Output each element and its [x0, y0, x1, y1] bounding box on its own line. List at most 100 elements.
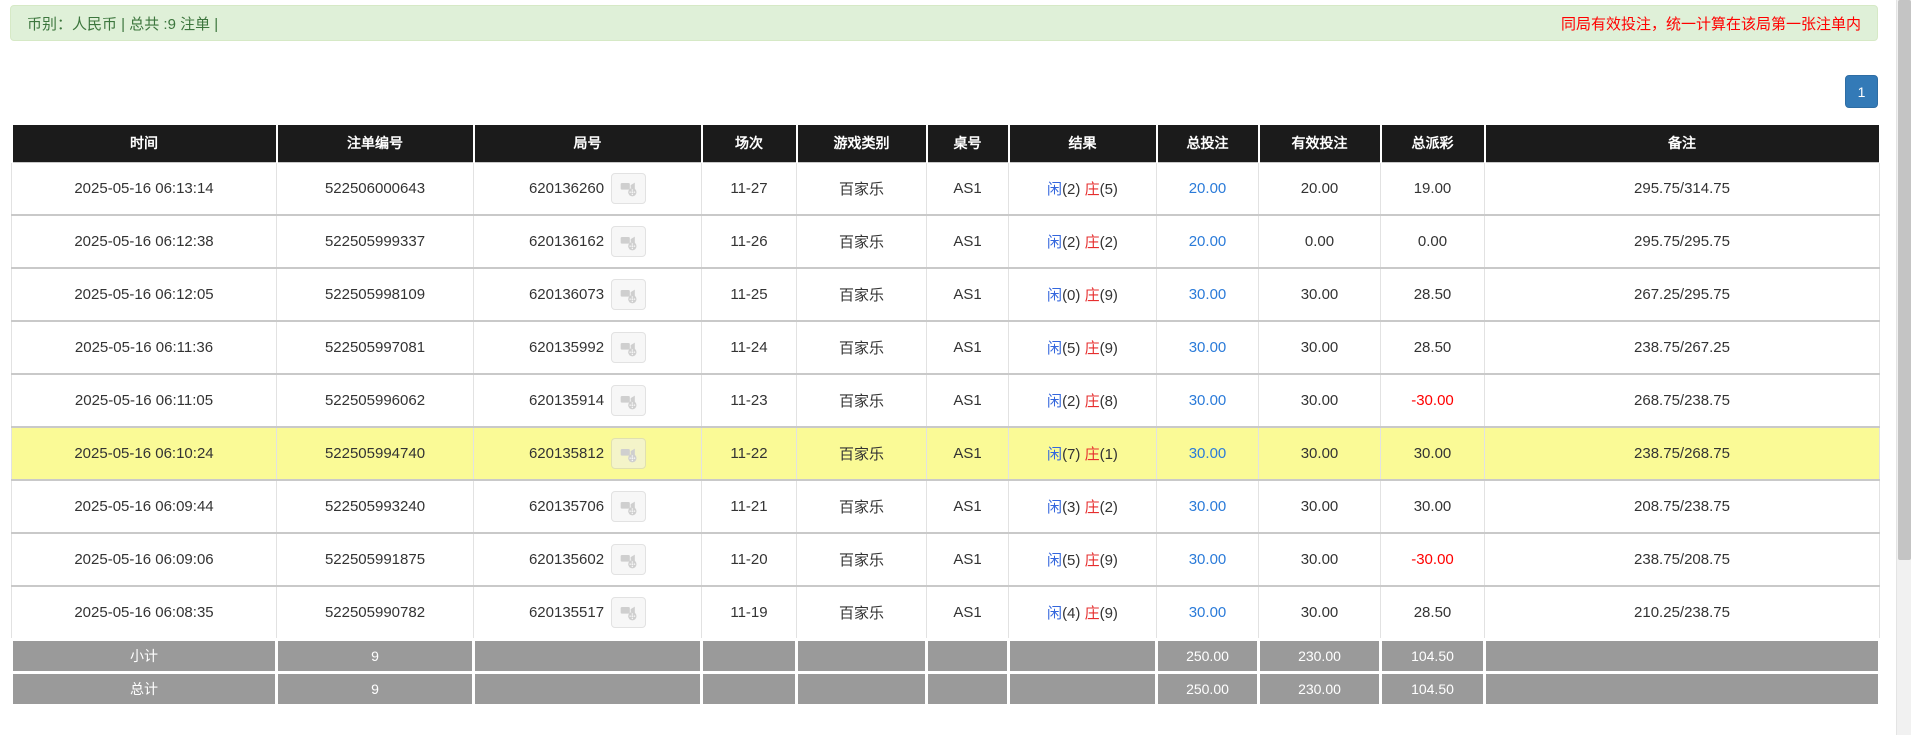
table-row: 2025-05-16 06:09:06 522505991875 6201356… — [11, 532, 1880, 587]
valid-bet-cell: 30.00 — [1258, 320, 1381, 375]
round-cell: 620135992 — [473, 320, 702, 375]
game-type-cell: 百家乐 — [796, 585, 927, 640]
result-banker-score: (8) — [1099, 393, 1118, 410]
table-no-cell: AS1 — [926, 214, 1009, 269]
valid-bet-cell: 30.00 — [1258, 267, 1381, 322]
total-bet-link[interactable]: 30.00 — [1188, 498, 1227, 515]
table-no-cell: AS1 — [926, 479, 1009, 534]
video-camera-icon — [619, 550, 639, 570]
video-replay-button[interactable] — [611, 438, 647, 469]
total-bet-link[interactable]: 30.00 — [1188, 339, 1227, 356]
bet-id-cell: 522506000643 — [276, 161, 474, 216]
col-header-bet-id: 注单编号 — [275, 125, 475, 162]
round-id: 620135602 — [528, 551, 605, 568]
table-body: 2025-05-16 06:13:14 522506000643 6201362… — [11, 161, 1880, 640]
total-count: 9 — [275, 670, 475, 707]
result-cell: 闲(5) 庄(9) — [1008, 532, 1157, 587]
round-id: 620136260 — [528, 179, 605, 197]
pagination-page-1-button[interactable]: 1 — [1845, 75, 1878, 108]
subtotal-payout: 104.50 — [1379, 637, 1486, 674]
session-cell: 11-20 — [701, 532, 797, 587]
video-replay-button[interactable] — [611, 385, 647, 416]
result-player-score: (4) — [1062, 604, 1081, 622]
game-type-cell: 百家乐 — [796, 214, 927, 269]
result-player-score: (3) — [1062, 499, 1081, 516]
total-bet-cell: 30.00 — [1156, 426, 1259, 481]
result-banker-label: 庄 — [1084, 340, 1100, 357]
payout-cell: 30.00 — [1380, 426, 1485, 481]
payout-cell: -30.00 — [1380, 532, 1485, 587]
valid-bet-cell: 30.00 — [1258, 479, 1381, 534]
result-player-score: (2) — [1062, 234, 1081, 251]
total-bet-link[interactable]: 30.00 — [1188, 286, 1227, 303]
bet-id-cell: 522505991875 — [276, 532, 474, 587]
total-bet-cell: 20.00 — [1156, 214, 1259, 269]
col-header-result: 结果 — [1007, 125, 1158, 162]
bet-id-cell: 522505999337 — [276, 214, 474, 269]
result-banker-score: (9) — [1099, 340, 1118, 357]
col-header-total-bet: 总投注 — [1155, 125, 1260, 162]
payout-cell: 30.00 — [1380, 479, 1485, 534]
session-cell: 11-21 — [701, 479, 797, 534]
result-player-label: 闲 — [1047, 499, 1063, 516]
round-id: 620135706 — [528, 498, 605, 515]
total-bet-link[interactable]: 30.00 — [1188, 603, 1227, 621]
session-cell: 11-23 — [701, 373, 797, 428]
remark-cell: 208.75/238.75 — [1484, 479, 1880, 534]
col-header-payout: 总派彩 — [1379, 125, 1486, 162]
result-player-label: 闲 — [1047, 340, 1063, 357]
table-no-cell: AS1 — [926, 320, 1009, 375]
video-replay-button[interactable] — [611, 332, 647, 363]
col-header-round: 局号 — [472, 125, 703, 162]
table-row: 2025-05-16 06:12:38 522505999337 6201361… — [11, 214, 1880, 269]
session-cell: 11-25 — [701, 267, 797, 322]
video-camera-icon — [619, 232, 639, 252]
time-cell: 2025-05-16 06:12:38 — [11, 214, 277, 269]
table-row: 2025-05-16 06:12:05 522505998109 6201360… — [11, 267, 1880, 322]
video-replay-button[interactable] — [611, 544, 647, 575]
video-replay-button[interactable] — [611, 226, 647, 257]
result-banker-label: 庄 — [1084, 287, 1100, 304]
video-replay-button[interactable] — [611, 491, 647, 522]
game-type-cell: 百家乐 — [796, 373, 927, 428]
remark-cell: 238.75/267.25 — [1484, 320, 1880, 375]
video-replay-button[interactable] — [611, 596, 647, 628]
game-type-cell: 百家乐 — [796, 161, 927, 216]
round-id: 620135517 — [528, 603, 605, 621]
col-header-time: 时间 — [10, 125, 278, 162]
remark-cell: 267.25/295.75 — [1484, 267, 1880, 322]
table-no-cell: AS1 — [926, 161, 1009, 216]
video-camera-icon — [619, 338, 639, 358]
round-cell: 620136260 — [473, 161, 702, 216]
result-banker-label: 庄 — [1084, 499, 1100, 516]
total-row: 总计 9 250.00 230.00 104.50 — [10, 670, 1881, 707]
scrollbar-thumb[interactable] — [1898, 0, 1911, 560]
payout-cell: 19.00 — [1380, 161, 1485, 216]
result-banker-score: (9) — [1099, 552, 1118, 569]
valid-bet-cell: 30.00 — [1258, 532, 1381, 587]
result-banker-label: 庄 — [1084, 552, 1100, 569]
table-no-cell: AS1 — [926, 585, 1009, 640]
total-payout: 104.50 — [1379, 670, 1486, 707]
bet-id-cell: 522505990782 — [276, 585, 474, 640]
payout-cell: 0.00 — [1380, 214, 1485, 269]
table-row: 2025-05-16 06:11:36 522505997081 6201359… — [11, 320, 1880, 375]
total-bet-link[interactable]: 30.00 — [1188, 445, 1227, 462]
vertical-scrollbar[interactable] — [1896, 0, 1911, 735]
session-cell: 11-26 — [701, 214, 797, 269]
table-header: 时间 注单编号 局号 场次 游戏类别 桌号 结果 总投注 有效投注 总派彩 备注 — [10, 125, 1881, 162]
payout-cell: -30.00 — [1380, 373, 1485, 428]
total-label: 总计 — [10, 670, 278, 707]
video-camera-icon — [619, 285, 639, 305]
total-bet-link[interactable]: 30.00 — [1188, 551, 1227, 568]
total-bet-link[interactable]: 20.00 — [1188, 233, 1227, 250]
total-bet-link[interactable]: 20.00 — [1188, 179, 1227, 197]
total-bet-link[interactable]: 30.00 — [1188, 392, 1227, 409]
video-replay-button[interactable] — [611, 279, 647, 310]
result-player-label: 闲 — [1047, 604, 1063, 622]
result-player-score: (0) — [1062, 287, 1081, 304]
video-replay-button[interactable] — [611, 172, 647, 204]
subtotal-total-bet: 250.00 — [1155, 637, 1260, 674]
payout-cell: 28.50 — [1380, 267, 1485, 322]
remark-cell: 238.75/208.75 — [1484, 532, 1880, 587]
